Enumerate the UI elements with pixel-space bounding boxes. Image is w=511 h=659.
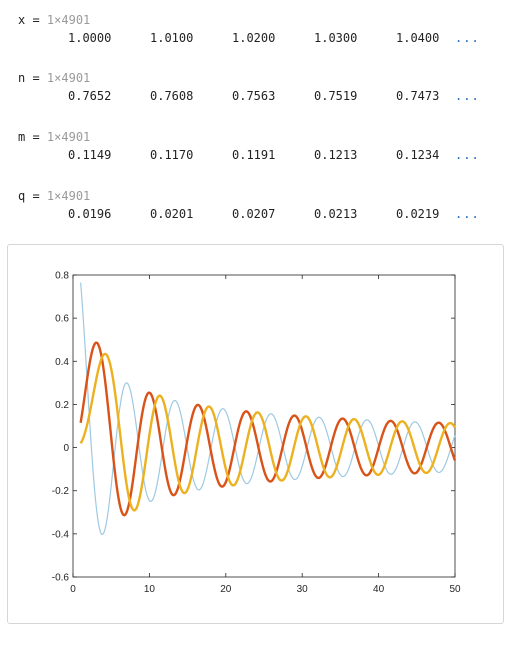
value-cell: 0.1149 — [68, 148, 112, 162]
value-cell: 0.1170 — [150, 148, 194, 162]
value-cell: 0.0196 — [68, 207, 112, 221]
value-cell: 0.1213 — [314, 148, 358, 162]
value-cell: 1.0000 — [68, 31, 112, 45]
y-tick-label: 0.8 — [55, 271, 69, 282]
y-tick-label: -0.4 — [52, 529, 70, 540]
value-cell: 1.0300 — [314, 31, 358, 45]
value-cell: 0.7608 — [150, 89, 194, 103]
more-values-ellipsis[interactable]: ... — [455, 31, 480, 45]
y-tick-label: -0.6 — [52, 573, 70, 584]
value-cell: 0.7473 — [396, 89, 440, 103]
value-cell: 0.7652 — [68, 89, 112, 103]
more-values-ellipsis[interactable]: ... — [455, 148, 480, 162]
value-cell: 0.1191 — [232, 148, 276, 162]
value-cell: 0.7519 — [314, 89, 358, 103]
x-tick-label: 10 — [144, 584, 156, 595]
more-values-ellipsis[interactable]: ... — [455, 89, 480, 103]
equals-sign: = — [25, 71, 47, 85]
variable-size: 1×4901 — [46, 189, 91, 203]
variable-values-row: 0.0196 0.0201 0.0207 0.0213 0.0219... — [18, 204, 498, 224]
variable-header: x = 1×4901 — [18, 12, 498, 28]
y-tick-label: 0.4 — [55, 357, 69, 368]
line-plot: 0 10 20 30 40 50 -0.6 -0.4 -0.2 0 0.2 0.4 0.6 0.8 — [52, 271, 461, 596]
value-cell: 0.0207 — [232, 207, 276, 221]
variable-size: 1×4901 — [46, 130, 91, 144]
series-line-m — [79, 341, 457, 517]
value-cell: 1.0200 — [232, 31, 276, 45]
x-tick-label: 50 — [449, 584, 461, 595]
variable-values-row: 0.1149 0.1170 0.1191 0.1213 0.1234... — [18, 145, 498, 165]
figure-panel: 0 10 20 30 40 50 -0.6 -0.4 -0.2 0 0.2 0.4 0.6 0.8 — [7, 244, 504, 624]
variable-q: q = 1×4901 0.0196 0.0201 0.0207 0.0213 0.0219… — [18, 188, 498, 224]
equals-sign: = — [25, 130, 47, 144]
value-cell: 1.0400 — [396, 31, 440, 45]
equals-sign: = — [25, 189, 47, 203]
variable-size: 1×4901 — [46, 13, 91, 27]
more-values-ellipsis[interactable]: ... — [455, 207, 480, 221]
equals-sign: = — [25, 13, 47, 27]
variable-values-row: 1.0000 1.0100 1.0200 1.0300 1.0400... — [18, 28, 498, 48]
variable-header: n = 1×4901 — [18, 70, 498, 86]
value-cell: 0.0219 — [396, 207, 440, 221]
variable-name: x — [18, 13, 26, 27]
value-cell: 1.0100 — [150, 31, 194, 45]
y-tick-label: 0.6 — [55, 314, 69, 325]
value-cell: 0.7563 — [232, 89, 276, 103]
variable-n: n = 1×4901 0.7652 0.7608 0.7563 0.7519 0.7473… — [18, 70, 498, 106]
value-cell: 0.0213 — [314, 207, 358, 221]
x-tick-label: 30 — [297, 584, 309, 595]
x-tick-label: 40 — [373, 584, 385, 595]
x-tick-label: 0 — [70, 584, 76, 595]
series-line-q — [79, 352, 457, 512]
variable-m: m = 1×4901 0.1149 0.1170 0.1191 0.1213 0.1234… — [18, 129, 498, 165]
value-cell: 0.1234 — [396, 148, 440, 162]
variable-name: q — [18, 189, 26, 203]
y-tick-label: 0.2 — [55, 400, 69, 411]
variable-x: x = 1×4901 1.0000 1.0100 1.0200 1.0300 1.0400… — [18, 12, 498, 48]
variable-header: q = 1×4901 — [18, 188, 498, 204]
x-tick-label: 20 — [220, 584, 232, 595]
y-tick-label: 0 — [63, 443, 69, 454]
variable-header: m = 1×4901 — [18, 129, 498, 145]
variable-name: n — [18, 71, 26, 85]
variable-size: 1×4901 — [46, 71, 91, 85]
variable-name: m — [18, 130, 26, 144]
value-cell: 0.0201 — [150, 207, 194, 221]
y-tick-label: -0.2 — [52, 486, 70, 497]
variable-values-row: 0.7652 0.7608 0.7563 0.7519 0.7473... — [18, 86, 498, 106]
